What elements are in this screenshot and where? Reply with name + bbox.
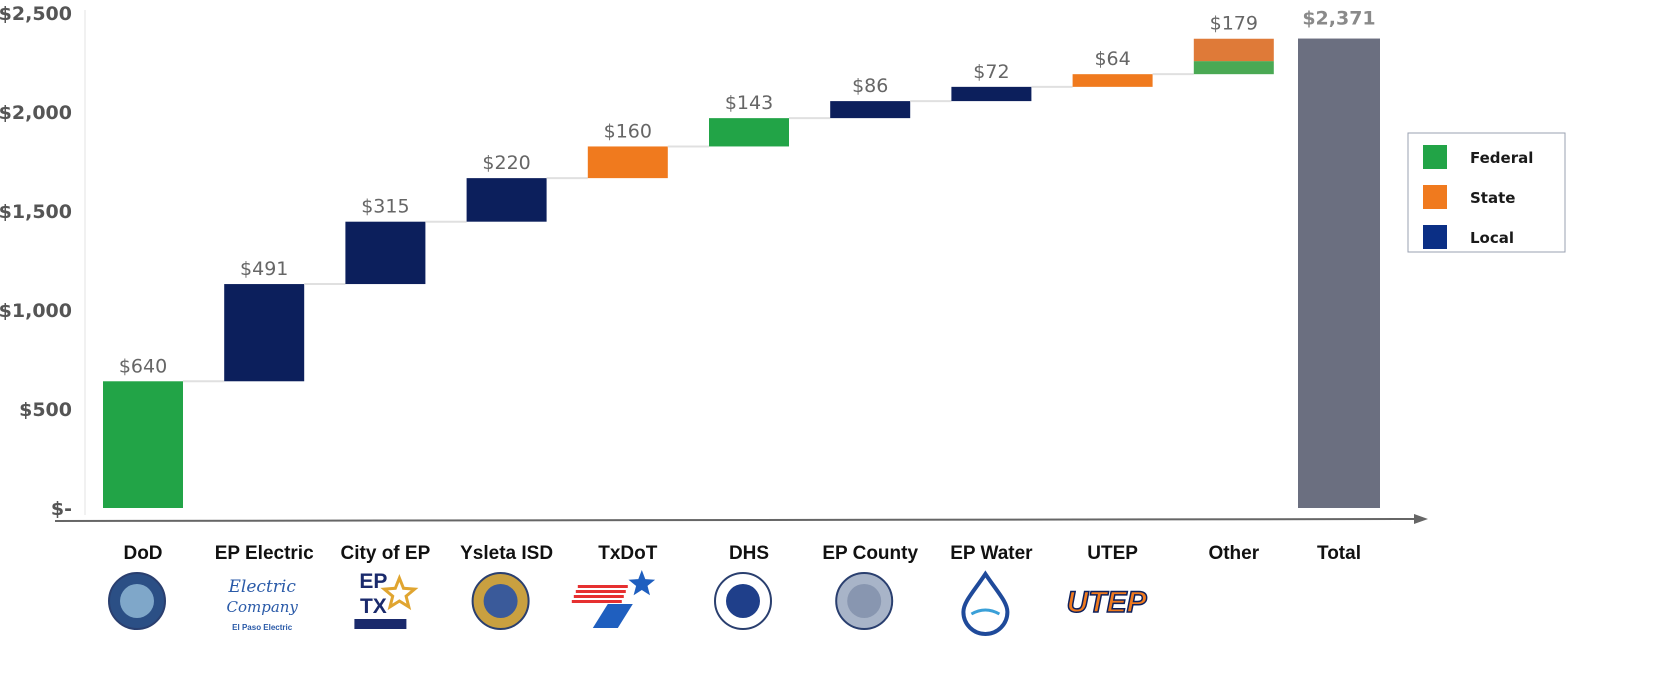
bar-state [587,146,668,179]
data-label: $491 [240,258,288,280]
bar-state [1072,74,1153,87]
star-icon [380,573,419,611]
y-tick-label: $2,500 [0,3,72,25]
category-label: UTEP [1087,543,1138,564]
utep-logo-icon: UTEP [1067,586,1148,619]
category-label: EP Water [950,543,1033,564]
data-label: $143 [725,92,773,114]
legend-swatch-state [1423,185,1447,209]
electric-company-logo-text: Company [226,598,298,616]
bar-local [224,284,305,382]
eptx-logo-banner [354,619,407,629]
data-label: $220 [482,152,530,174]
y-tick-label: $- [51,498,72,520]
bar-local [466,178,547,222]
seal-logo-center-icon [120,584,154,618]
txdot-stripe-icon [571,600,622,603]
star-icon [628,570,656,596]
y-tick-label: $1,500 [0,201,72,223]
legend-label-local: Local [1470,229,1514,247]
y-tick-label: $500 [19,399,72,421]
x-axis-line [54,518,1421,522]
data-label-total: $2,371 [1302,8,1375,30]
x-axis-arrow-icon [1414,514,1428,524]
electric-company-logo-icon: Electric [228,577,297,597]
seal-logo-center-icon [483,584,518,618]
bar-federal [103,381,183,508]
legend-swatch-local [1423,225,1447,249]
bar-local [951,86,1032,102]
category-label: Total [1317,543,1361,564]
legend-swatch-federal [1423,145,1447,169]
txdot-stripe-icon [575,590,626,593]
data-label: $64 [1094,48,1130,70]
txdot-logo-icon [592,604,633,628]
water-drop-logo-icon [961,570,1010,636]
category-label: EP County [822,543,918,564]
legend-label-federal: Federal [1470,149,1533,167]
bar-segment-federal [1193,61,1274,75]
category-label: TxDoT [598,543,658,564]
bar-total [1298,38,1380,509]
data-label: $72 [973,61,1009,83]
eptx-logo-icon: EP [359,570,387,593]
txdot-stripe-icon [573,595,624,598]
seal-logo-center-icon [726,584,760,618]
water-wave-icon [970,608,1001,616]
bar-local [345,221,426,285]
category-label: EP Electric [215,543,314,564]
data-label: $315 [361,196,409,218]
data-label: $640 [119,355,167,377]
eptx-logo-text: TX [360,595,387,618]
y-tick-label: $1,000 [0,300,72,322]
txdot-stripe-icon [577,585,628,588]
bar-federal [709,118,789,147]
category-label: DHS [729,543,769,564]
legend-label-state: State [1470,189,1515,207]
bar-local [830,101,911,119]
bar-segment-state [1193,38,1274,62]
data-label: $160 [604,120,652,142]
y-tick-label: $2,000 [0,102,72,124]
data-label: $86 [852,75,888,97]
electric-company-logo-caption: El Paso Electric [232,623,293,632]
category-label: DoD [123,543,162,564]
seal-logo-center-icon [847,584,882,618]
category-label: Ysleta ISD [460,543,553,564]
data-label: $179 [1210,13,1258,35]
category-label: City of EP [341,543,431,564]
category-label: Other [1208,543,1259,564]
